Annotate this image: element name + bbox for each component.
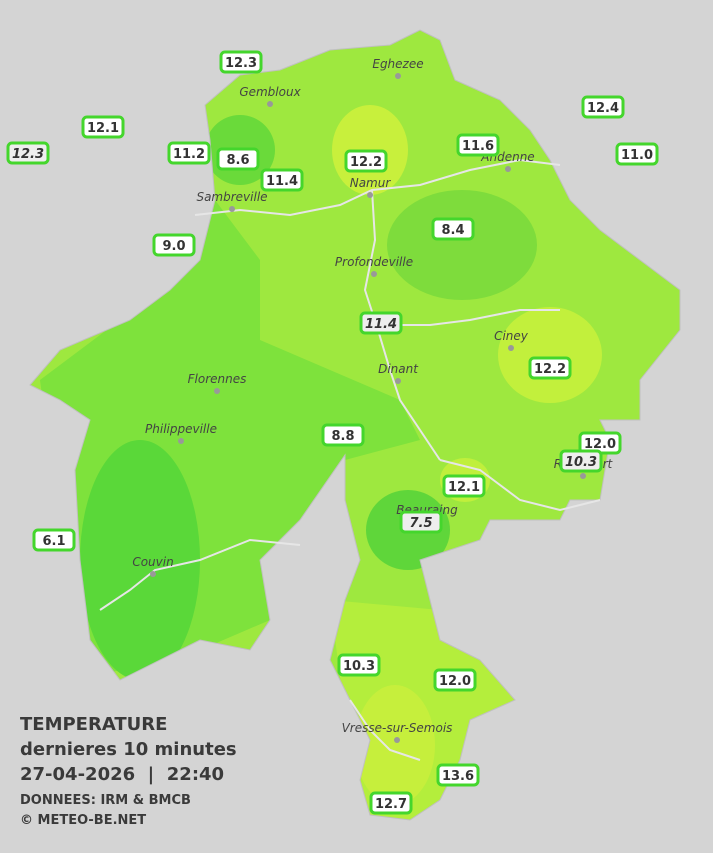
station-value: 12.3 — [225, 56, 257, 71]
station-box — [442, 474, 486, 498]
station-box — [399, 510, 443, 534]
city-dot — [394, 737, 400, 743]
station-value: 12.0 — [439, 674, 471, 689]
station-value: 6.1 — [42, 534, 65, 549]
legend: TEMPERATURE dernieres 10 minutes 27-04-2… — [20, 714, 237, 828]
city-label: Florennes — [188, 372, 247, 386]
station-value: 12.2 — [534, 362, 566, 377]
station-value: 12.0 — [584, 437, 616, 452]
station-value: 11.4 — [266, 174, 298, 189]
station-box — [433, 668, 477, 692]
station-value: 12.1 — [87, 121, 119, 136]
station-box — [167, 141, 211, 165]
station-box — [456, 133, 500, 157]
city-dot — [505, 166, 511, 172]
station-value: 8.6 — [226, 153, 249, 168]
city-dot — [367, 192, 373, 198]
station-box — [321, 423, 365, 447]
city-dot — [267, 101, 273, 107]
legend-source: DONNEES: IRM & BMCB — [20, 793, 191, 808]
station-box — [6, 141, 50, 165]
city-dot — [229, 206, 235, 212]
city-label: Sambreville — [196, 190, 267, 204]
station-value: 12.1 — [448, 480, 480, 495]
station-box — [369, 791, 413, 815]
city-dot — [150, 571, 156, 577]
station-value: 8.8 — [331, 429, 354, 444]
station-value: 13.6 — [442, 769, 474, 784]
station-box — [344, 149, 388, 173]
station-box — [559, 449, 603, 473]
station-value: 10.3 — [343, 659, 375, 674]
city-dot — [178, 438, 184, 444]
city-dot — [214, 388, 220, 394]
city-dot — [508, 345, 514, 351]
station-box — [32, 528, 76, 552]
station-value: 12.7 — [375, 797, 407, 812]
station-value: 11.4 — [365, 317, 397, 332]
city-label: Namur — [350, 176, 392, 190]
city-label: Couvin — [132, 555, 173, 569]
station-box — [436, 763, 480, 787]
city-label: Philippeville — [145, 422, 217, 436]
stations: 12.3 12.1 12.3 11.2 8.6 11.4 12.2 11.6 12.4 11.0 9… — [6, 50, 659, 815]
station-box — [152, 233, 196, 257]
legend-datetime: 27-04-2026 | 22:40 — [20, 764, 224, 785]
station-box — [219, 50, 263, 74]
station-box — [431, 217, 475, 241]
city-label: Vresse-sur-Semois — [342, 721, 453, 735]
station-box — [81, 115, 125, 139]
city-dot — [371, 271, 377, 277]
station-value: 11.0 — [621, 148, 653, 163]
city-label: Dinant — [378, 362, 419, 376]
station-box — [615, 142, 659, 166]
legend-subtitle: dernieres 10 minutes — [20, 739, 237, 760]
city-label: Eghezee — [372, 57, 423, 71]
city-label: Profondeville — [335, 255, 413, 269]
station-box — [260, 168, 304, 192]
city-label: Gembloux — [239, 85, 301, 99]
station-value: 12.4 — [587, 101, 619, 116]
station-value: 10.3 — [565, 455, 597, 470]
legend-title: TEMPERATURE — [20, 714, 167, 735]
station-value: 9.0 — [162, 239, 185, 254]
station-value: 11.6 — [462, 139, 494, 154]
city-dot — [395, 73, 401, 79]
station-box — [337, 653, 381, 677]
station-value: 12.2 — [350, 155, 382, 170]
station-value: 11.2 — [173, 147, 205, 162]
rivers — [99, 158, 601, 761]
station-box — [528, 356, 572, 380]
station-box — [359, 311, 403, 335]
city-dot — [395, 378, 401, 384]
station-value: 8.4 — [441, 223, 464, 238]
legend-credit: © METEO-BE.NET — [20, 813, 146, 828]
station-box — [581, 95, 625, 119]
station-value: 12.3 — [12, 147, 44, 162]
station-value: 7.5 — [409, 516, 432, 531]
city-label: Ciney — [494, 329, 529, 343]
city-dot — [580, 473, 586, 479]
station-box — [216, 147, 260, 171]
